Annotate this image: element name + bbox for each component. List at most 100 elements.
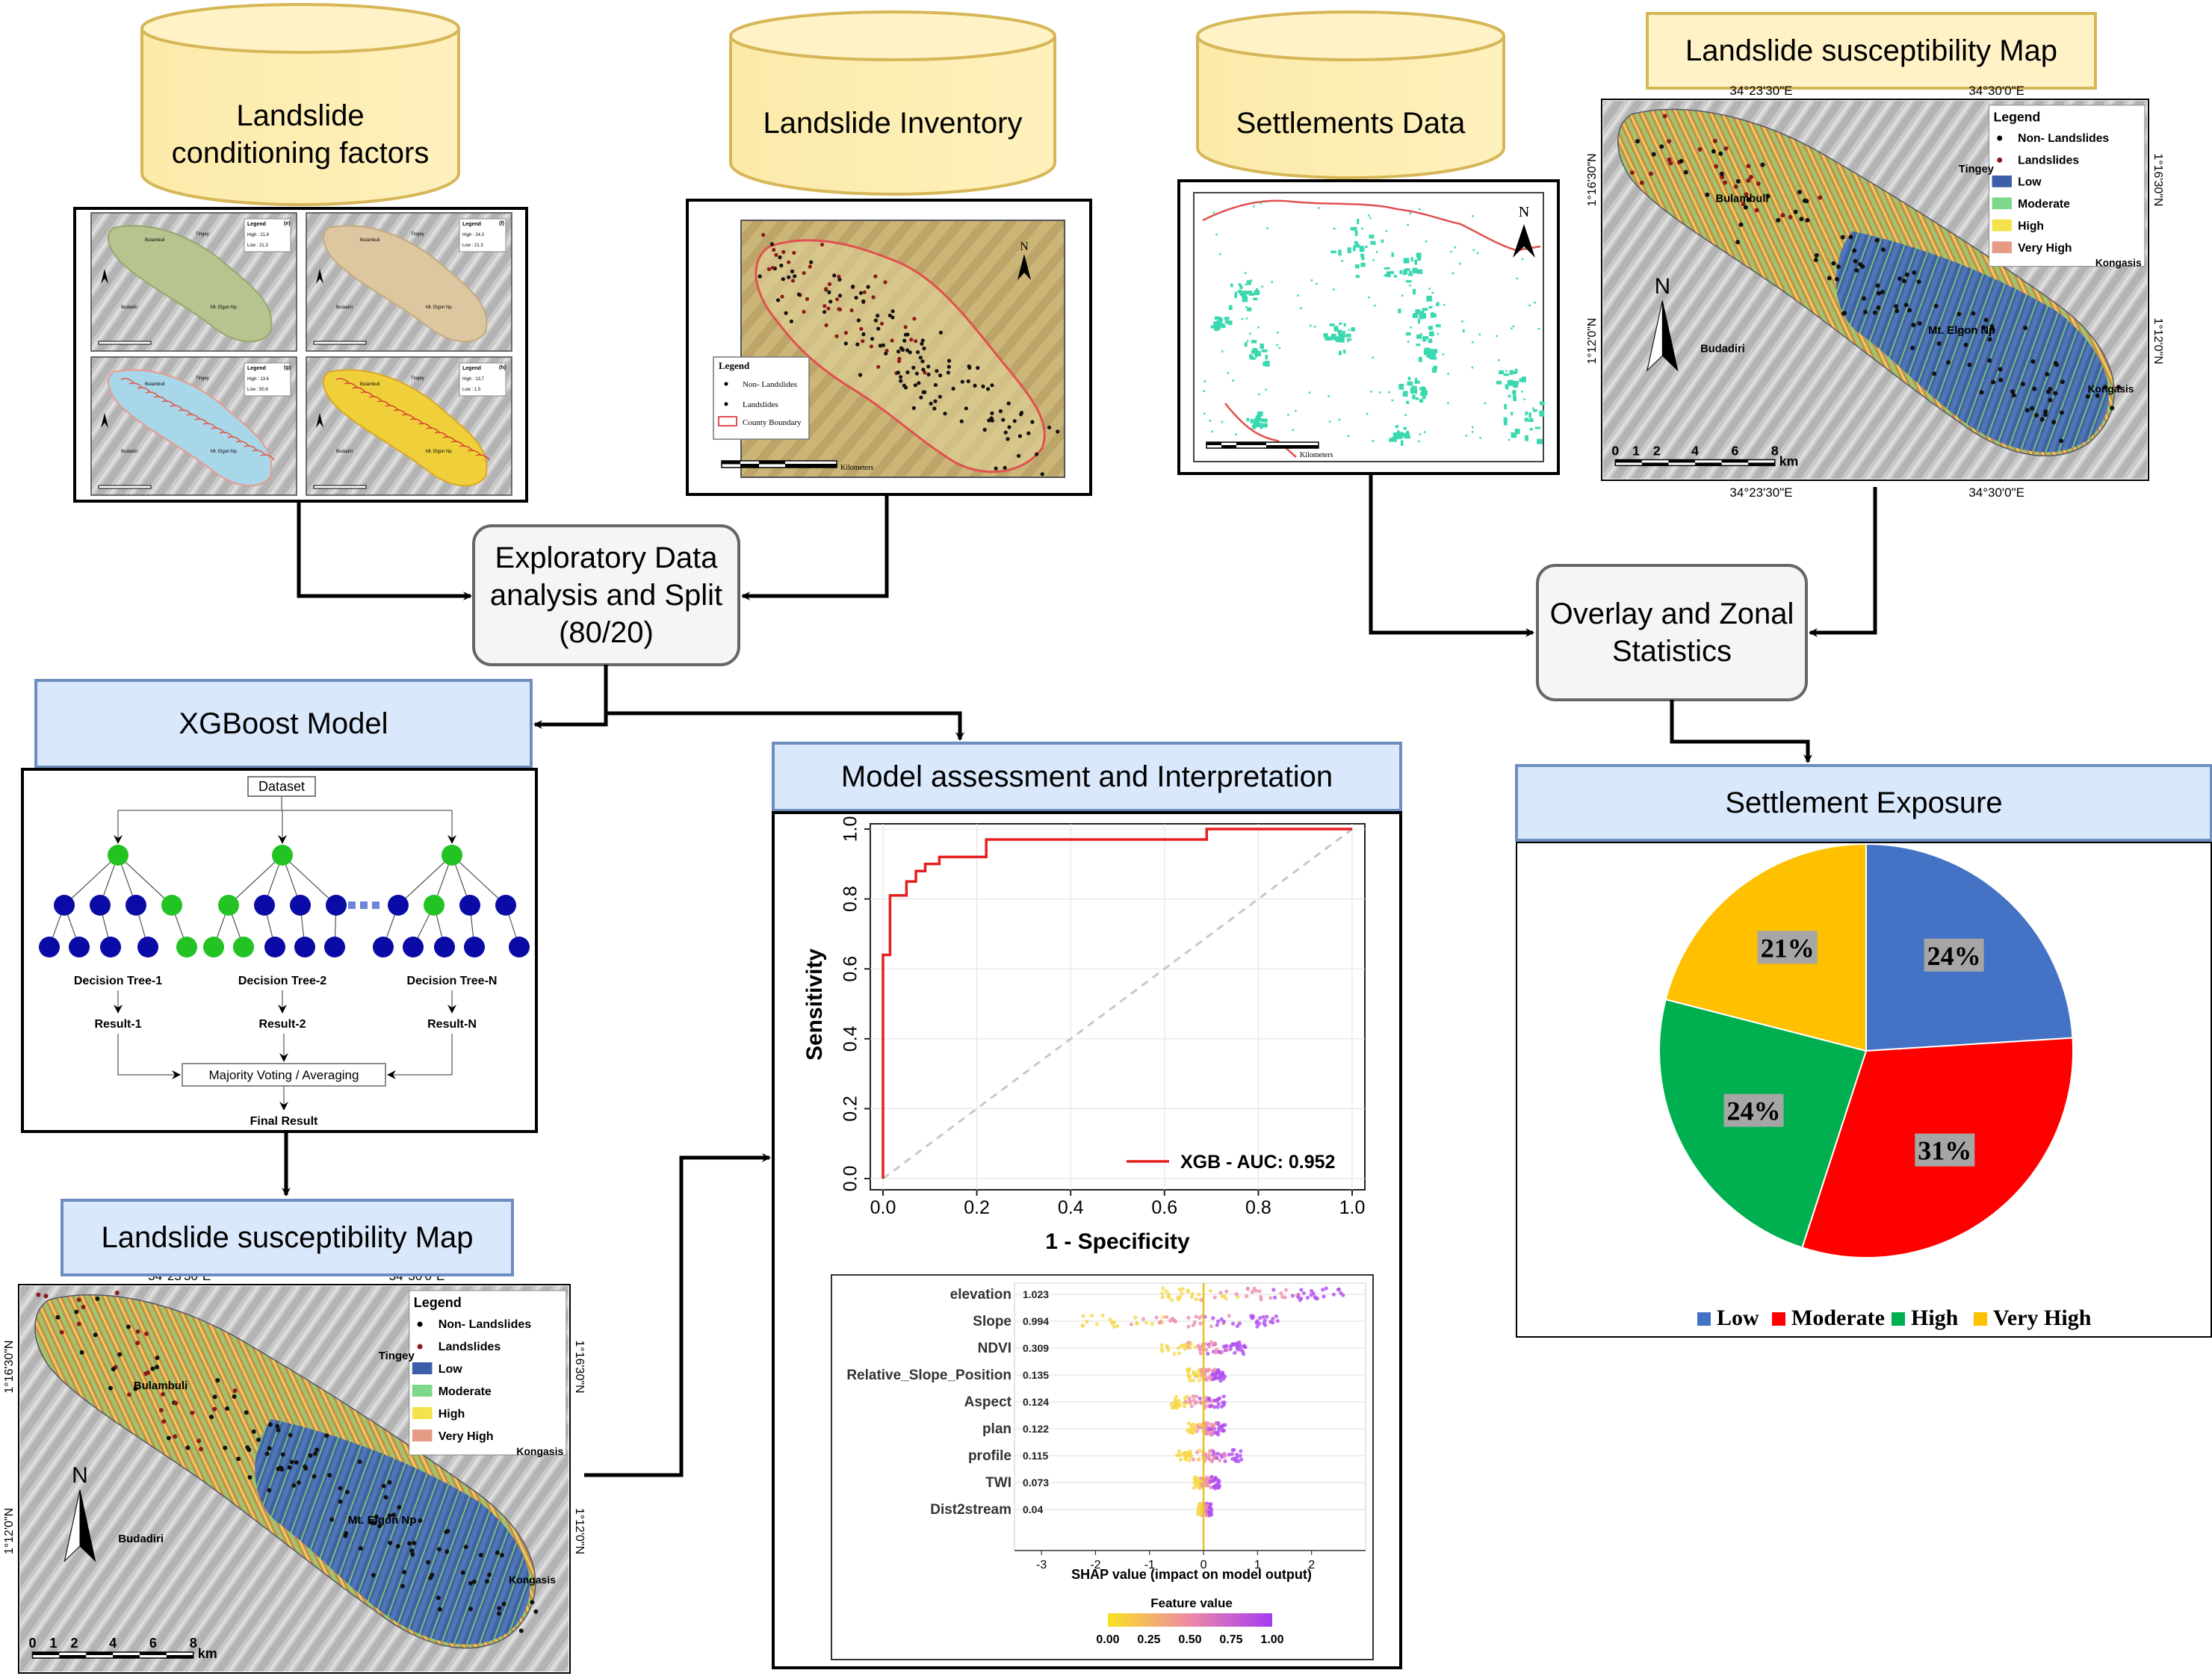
- susceptibility-title-bottom: Landslide susceptibility Map: [101, 1221, 474, 1254]
- shap-value: 0.994: [1023, 1315, 1049, 1327]
- svg-text:1°16'30"N: 1°16'30"N: [573, 1340, 586, 1393]
- svg-text:Legend: Legend: [247, 222, 266, 227]
- exposure-title: Settlement Exposure: [1725, 786, 2003, 819]
- svg-text:Tingey: Tingey: [1959, 164, 1995, 176]
- roc-y-tick: 0.0: [840, 1166, 861, 1192]
- svg-text:Legend: Legend: [462, 222, 481, 227]
- shap-value: 0.309: [1023, 1342, 1049, 1354]
- shap-colorbar-tick: 0.50: [1178, 1633, 1201, 1646]
- svg-text:1°16'30"N: 1°16'30"N: [2151, 153, 2164, 206]
- svg-text:Kongasis: Kongasis: [516, 1445, 563, 1457]
- svg-text:High : 21.8: High : 21.8: [247, 233, 270, 238]
- svg-text:km: km: [198, 1646, 217, 1661]
- exposure-panel: 24% 31% 24% 21% Low Moderate High Very High: [1516, 842, 2212, 1338]
- settlements-data-label: Settlements Data: [1236, 107, 1466, 140]
- svg-text:High : 13.7: High : 13.7: [462, 377, 485, 382]
- shap-x-tick: 1: [1254, 1559, 1261, 1571]
- svg-text:Landslides: Landslides: [743, 400, 778, 409]
- shap-value: 0.135: [1023, 1369, 1049, 1381]
- svg-text:34°30'0"E: 34°30'0"E: [1968, 84, 2024, 98]
- svg-text:0: 0: [1611, 444, 1619, 459]
- svg-text:Result-N: Result-N: [427, 1018, 477, 1031]
- svg-text:Bulambuli: Bulambuli: [145, 238, 164, 243]
- shap-colorbar-title: Feature value: [1150, 1596, 1233, 1610]
- shap-feature: NDVI: [978, 1341, 1011, 1356]
- conditioning-factors-cylinder: [140, 3, 460, 206]
- arrow-settlements-to-overlay: [1369, 474, 1534, 637]
- susceptibility-title-top: Landslide susceptibility Map: [1685, 34, 2058, 67]
- roc-legend: XGB - AUC: 0.952: [1180, 1152, 1335, 1173]
- svg-text:1: 1: [1632, 444, 1640, 459]
- landslide-inventory-cylinder: [729, 10, 1056, 196]
- svg-text:Legend: Legend: [414, 1295, 462, 1310]
- shap-colorbar-tick: 0.75: [1219, 1633, 1242, 1646]
- svg-text:(h): (h): [499, 365, 506, 370]
- svg-text:High : 13.6: High : 13.6: [247, 377, 270, 382]
- shap-value: 0.124: [1023, 1396, 1049, 1408]
- svg-text:Majority Voting / Averaging: Majority Voting / Averaging: [209, 1068, 359, 1082]
- svg-text:8: 8: [1771, 444, 1779, 459]
- shap-colorbar-tick: 0.00: [1096, 1633, 1119, 1646]
- svg-text:Budadiri: Budadiri: [1700, 343, 1745, 355]
- svg-text:Mt. Elgon Np: Mt. Elgon Np: [426, 305, 452, 310]
- roc-x-tick: 0.0: [870, 1197, 896, 1218]
- svg-text:Result-1: Result-1: [94, 1018, 141, 1031]
- svg-text:Non- Landslides: Non- Landslides: [439, 1318, 532, 1331]
- svg-text:High : 24.3: High : 24.3: [462, 233, 485, 238]
- svg-text:High: High: [439, 1408, 465, 1421]
- shap-feature: profile: [968, 1448, 1011, 1464]
- roc-x-tick: 0.2: [964, 1197, 990, 1218]
- pie-legend-label: Very High: [1993, 1306, 2092, 1330]
- svg-text:Mt. Elgon Np: Mt. Elgon Np: [211, 305, 237, 310]
- svg-text:Tingey: Tingey: [196, 376, 209, 381]
- svg-text:1°12'0"N: 1°12'0"N: [1586, 318, 1599, 364]
- svg-text:County Boundary: County Boundary: [743, 418, 802, 427]
- svg-text:1°12'0"N: 1°12'0"N: [2151, 318, 2164, 364]
- roc-y-tick: 0.2: [840, 1096, 861, 1122]
- svg-text:N: N: [72, 1463, 88, 1488]
- svg-text:Tingey: Tingey: [196, 232, 209, 237]
- shap-x-tick: 2: [1308, 1559, 1315, 1571]
- svg-text:Budadiri: Budadiri: [121, 450, 137, 454]
- shap-xlabel: SHAP value (impact on model output): [1071, 1567, 1312, 1582]
- svg-text:km: km: [1779, 453, 1799, 468]
- settlement-patches: [1203, 202, 1545, 446]
- arrow-overlay-to-exposure: [1670, 700, 1812, 763]
- pie-legend-swatch: [1697, 1312, 1711, 1326]
- svg-text:Mt. Elgon Np: Mt. Elgon Np: [426, 450, 452, 454]
- svg-text:Tingey: Tingey: [411, 232, 424, 237]
- shap-feature: Relative_Slope_Position: [846, 1368, 1011, 1383]
- svg-text:1°16'30"N: 1°16'30"N: [3, 1340, 16, 1393]
- pie-data-label: 24%: [1927, 941, 1981, 971]
- pie-data-label: 21%: [1761, 933, 1815, 963]
- shap-x-tick: 0: [1201, 1559, 1207, 1571]
- settlement-north: N: [1519, 204, 1529, 220]
- shap-feature: Dist2stream: [930, 1502, 1011, 1518]
- shap-value: 0.073: [1023, 1477, 1049, 1489]
- susceptibility-map-top: Legend Non- Landslides Landslides Low Modera…: [1586, 84, 2164, 500]
- svg-text:Mt. Elgon Np: Mt. Elgon Np: [211, 450, 237, 454]
- conditioning-factor-maps: Legend High : 21.8 Low : 21.3 (e) Bulambuli T…: [73, 207, 528, 503]
- conditioning-factors-label: Landslide conditioning factors: [171, 99, 430, 170]
- svg-text:2: 2: [70, 1636, 78, 1651]
- svg-text:Bulambuli: Bulambuli: [360, 238, 379, 243]
- svg-text:Landslides: Landslides: [439, 1341, 501, 1353]
- svg-text:4: 4: [109, 1636, 117, 1651]
- svg-text:Legend: Legend: [1994, 109, 2041, 124]
- eda-label: Exploratory Data analysis and Split (80/…: [489, 541, 723, 649]
- shap-x-tick: -1: [1144, 1559, 1155, 1571]
- svg-text:Low : 21.3: Low : 21.3: [462, 243, 483, 248]
- pie-data-label: 31%: [1918, 1136, 1971, 1166]
- svg-text:Final Result: Final Result: [250, 1115, 318, 1128]
- pie-label-bg: [1924, 938, 1984, 972]
- svg-text:Low: Low: [439, 1363, 463, 1376]
- arrow-eda-to-assessment: [606, 711, 964, 741]
- shap-colorbar: [1108, 1613, 1272, 1627]
- shap-feature: TWI: [985, 1475, 1011, 1491]
- svg-text:Landslides: Landslides: [2018, 154, 2079, 167]
- roc-diagonal: [882, 828, 1353, 1180]
- roc-y-tick: 0.8: [840, 886, 861, 912]
- svg-text:8: 8: [190, 1636, 197, 1651]
- xgboost-title: XGBoost Model: [179, 707, 388, 740]
- flow-arrows: [282, 474, 1877, 1477]
